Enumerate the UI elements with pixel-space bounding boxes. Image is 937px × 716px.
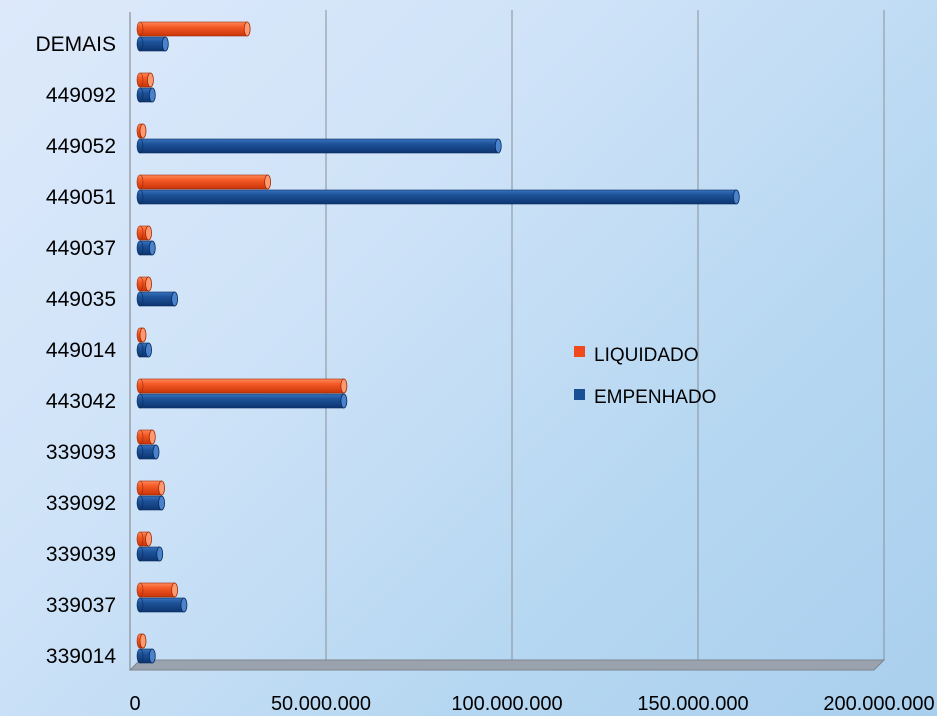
category-label: 339039 — [46, 543, 116, 566]
category-label: 449035 — [46, 288, 116, 311]
bar-empenhado — [136, 87, 156, 103]
legend-swatch-liquidado — [574, 346, 585, 357]
gridlines — [325, 10, 885, 660]
bar-liquidado — [136, 378, 348, 394]
bar-empenhado — [136, 189, 740, 205]
x-tick-labels: 0 50.000.000 100.000.000 150.000.000 200.000… — [129, 693, 934, 715]
x-tick-label: 50.000.000 — [271, 693, 371, 715]
chart-floor — [128, 12, 886, 671]
category-label: DEMAIS — [35, 33, 116, 56]
category-label: 449052 — [46, 135, 116, 158]
bar-empenhado — [136, 393, 348, 409]
bar-empenhado — [136, 444, 160, 460]
bars — [136, 21, 740, 664]
category-label: 339093 — [46, 441, 116, 464]
bar-empenhado — [136, 546, 164, 562]
bar-empenhado — [136, 495, 166, 511]
category-label: 339037 — [46, 594, 116, 617]
bar-liquidado — [136, 582, 179, 598]
category-label: 443042 — [46, 390, 116, 413]
x-tick-label: 200.000.000 — [823, 693, 934, 715]
category-label: 339092 — [46, 492, 116, 515]
category-label: 449014 — [46, 339, 116, 362]
category-labels: DEMAIS 449092 449052 449051 449037 449035 4490… — [35, 33, 116, 668]
x-axis-floor — [128, 659, 886, 671]
bar-liquidado — [136, 72, 154, 88]
bar-liquidado — [136, 225, 152, 241]
bar-empenhado — [136, 597, 188, 613]
bar-liquidado — [136, 429, 156, 445]
bar-liquidado — [136, 21, 251, 37]
bar-empenhado — [136, 138, 502, 154]
bar-empenhado — [136, 240, 156, 256]
bar-liquidado — [136, 327, 147, 343]
category-label: 449051 — [46, 186, 116, 209]
x-tick-label: 150.000.000 — [637, 693, 748, 715]
bar-liquidado — [136, 174, 272, 190]
legend-label-liquidado: LIQUIDADO — [594, 345, 699, 366]
legend-label-empenhado: EMPENHADO — [594, 387, 716, 408]
bar-liquidado — [136, 633, 147, 649]
bar-empenhado — [136, 291, 179, 307]
bar-empenhado — [136, 36, 169, 52]
category-label: 449037 — [46, 237, 116, 260]
bar-empenhado — [136, 648, 156, 664]
x-tick-label: 0 — [129, 693, 140, 715]
category-label: 449092 — [46, 84, 116, 107]
bar-liquidado — [136, 480, 166, 496]
bar-liquidado — [136, 276, 152, 292]
bar-liquidado — [136, 123, 147, 139]
legend-swatch-empenhado — [574, 389, 585, 400]
x-tick-label: 100.000.000 — [451, 693, 562, 715]
bar-liquidado — [136, 531, 152, 547]
bar-empenhado — [136, 342, 152, 358]
category-label: 339014 — [46, 645, 116, 668]
legend: LIQUIDADO EMPENHADO — [574, 345, 716, 408]
